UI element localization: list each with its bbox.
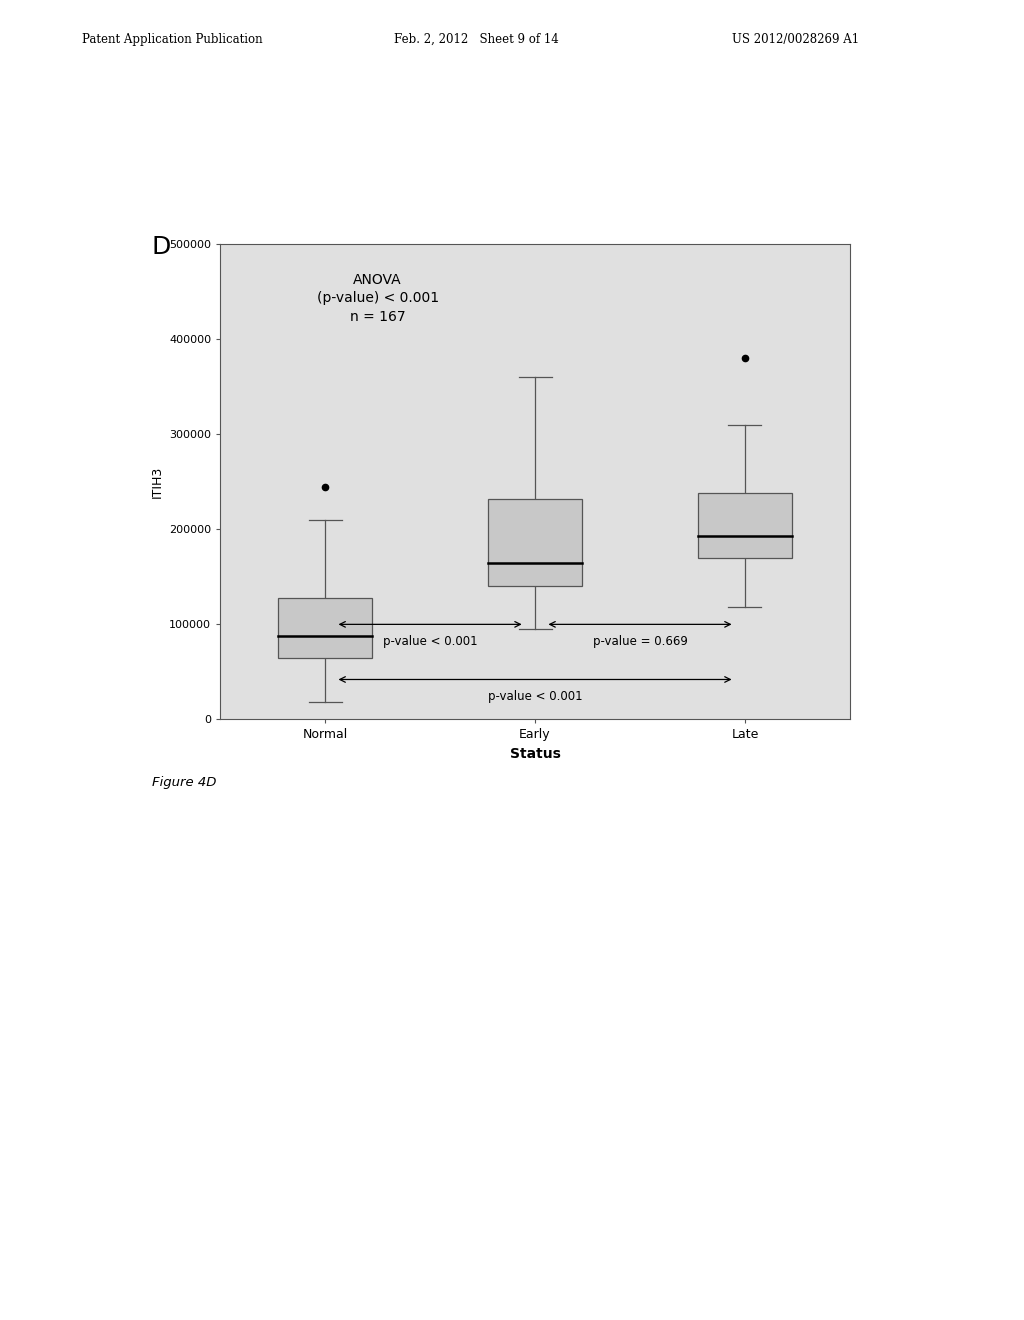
Text: US 2012/0028269 A1: US 2012/0028269 A1 — [732, 33, 859, 46]
Y-axis label: ITIH3: ITIH3 — [151, 466, 164, 498]
Text: p-value < 0.001: p-value < 0.001 — [487, 690, 583, 704]
Text: Patent Application Publication: Patent Application Publication — [82, 33, 262, 46]
Bar — [487, 499, 583, 586]
X-axis label: Status: Status — [510, 747, 560, 762]
Text: p-value < 0.001: p-value < 0.001 — [383, 635, 477, 648]
Bar — [697, 494, 793, 558]
Text: ANOVA
(p-value) < 0.001
n = 167: ANOVA (p-value) < 0.001 n = 167 — [316, 273, 438, 323]
Bar — [278, 598, 373, 657]
Text: Feb. 2, 2012   Sheet 9 of 14: Feb. 2, 2012 Sheet 9 of 14 — [394, 33, 559, 46]
Text: D: D — [152, 235, 171, 259]
Text: p-value = 0.669: p-value = 0.669 — [593, 635, 687, 648]
Text: Figure 4D: Figure 4D — [152, 776, 216, 789]
